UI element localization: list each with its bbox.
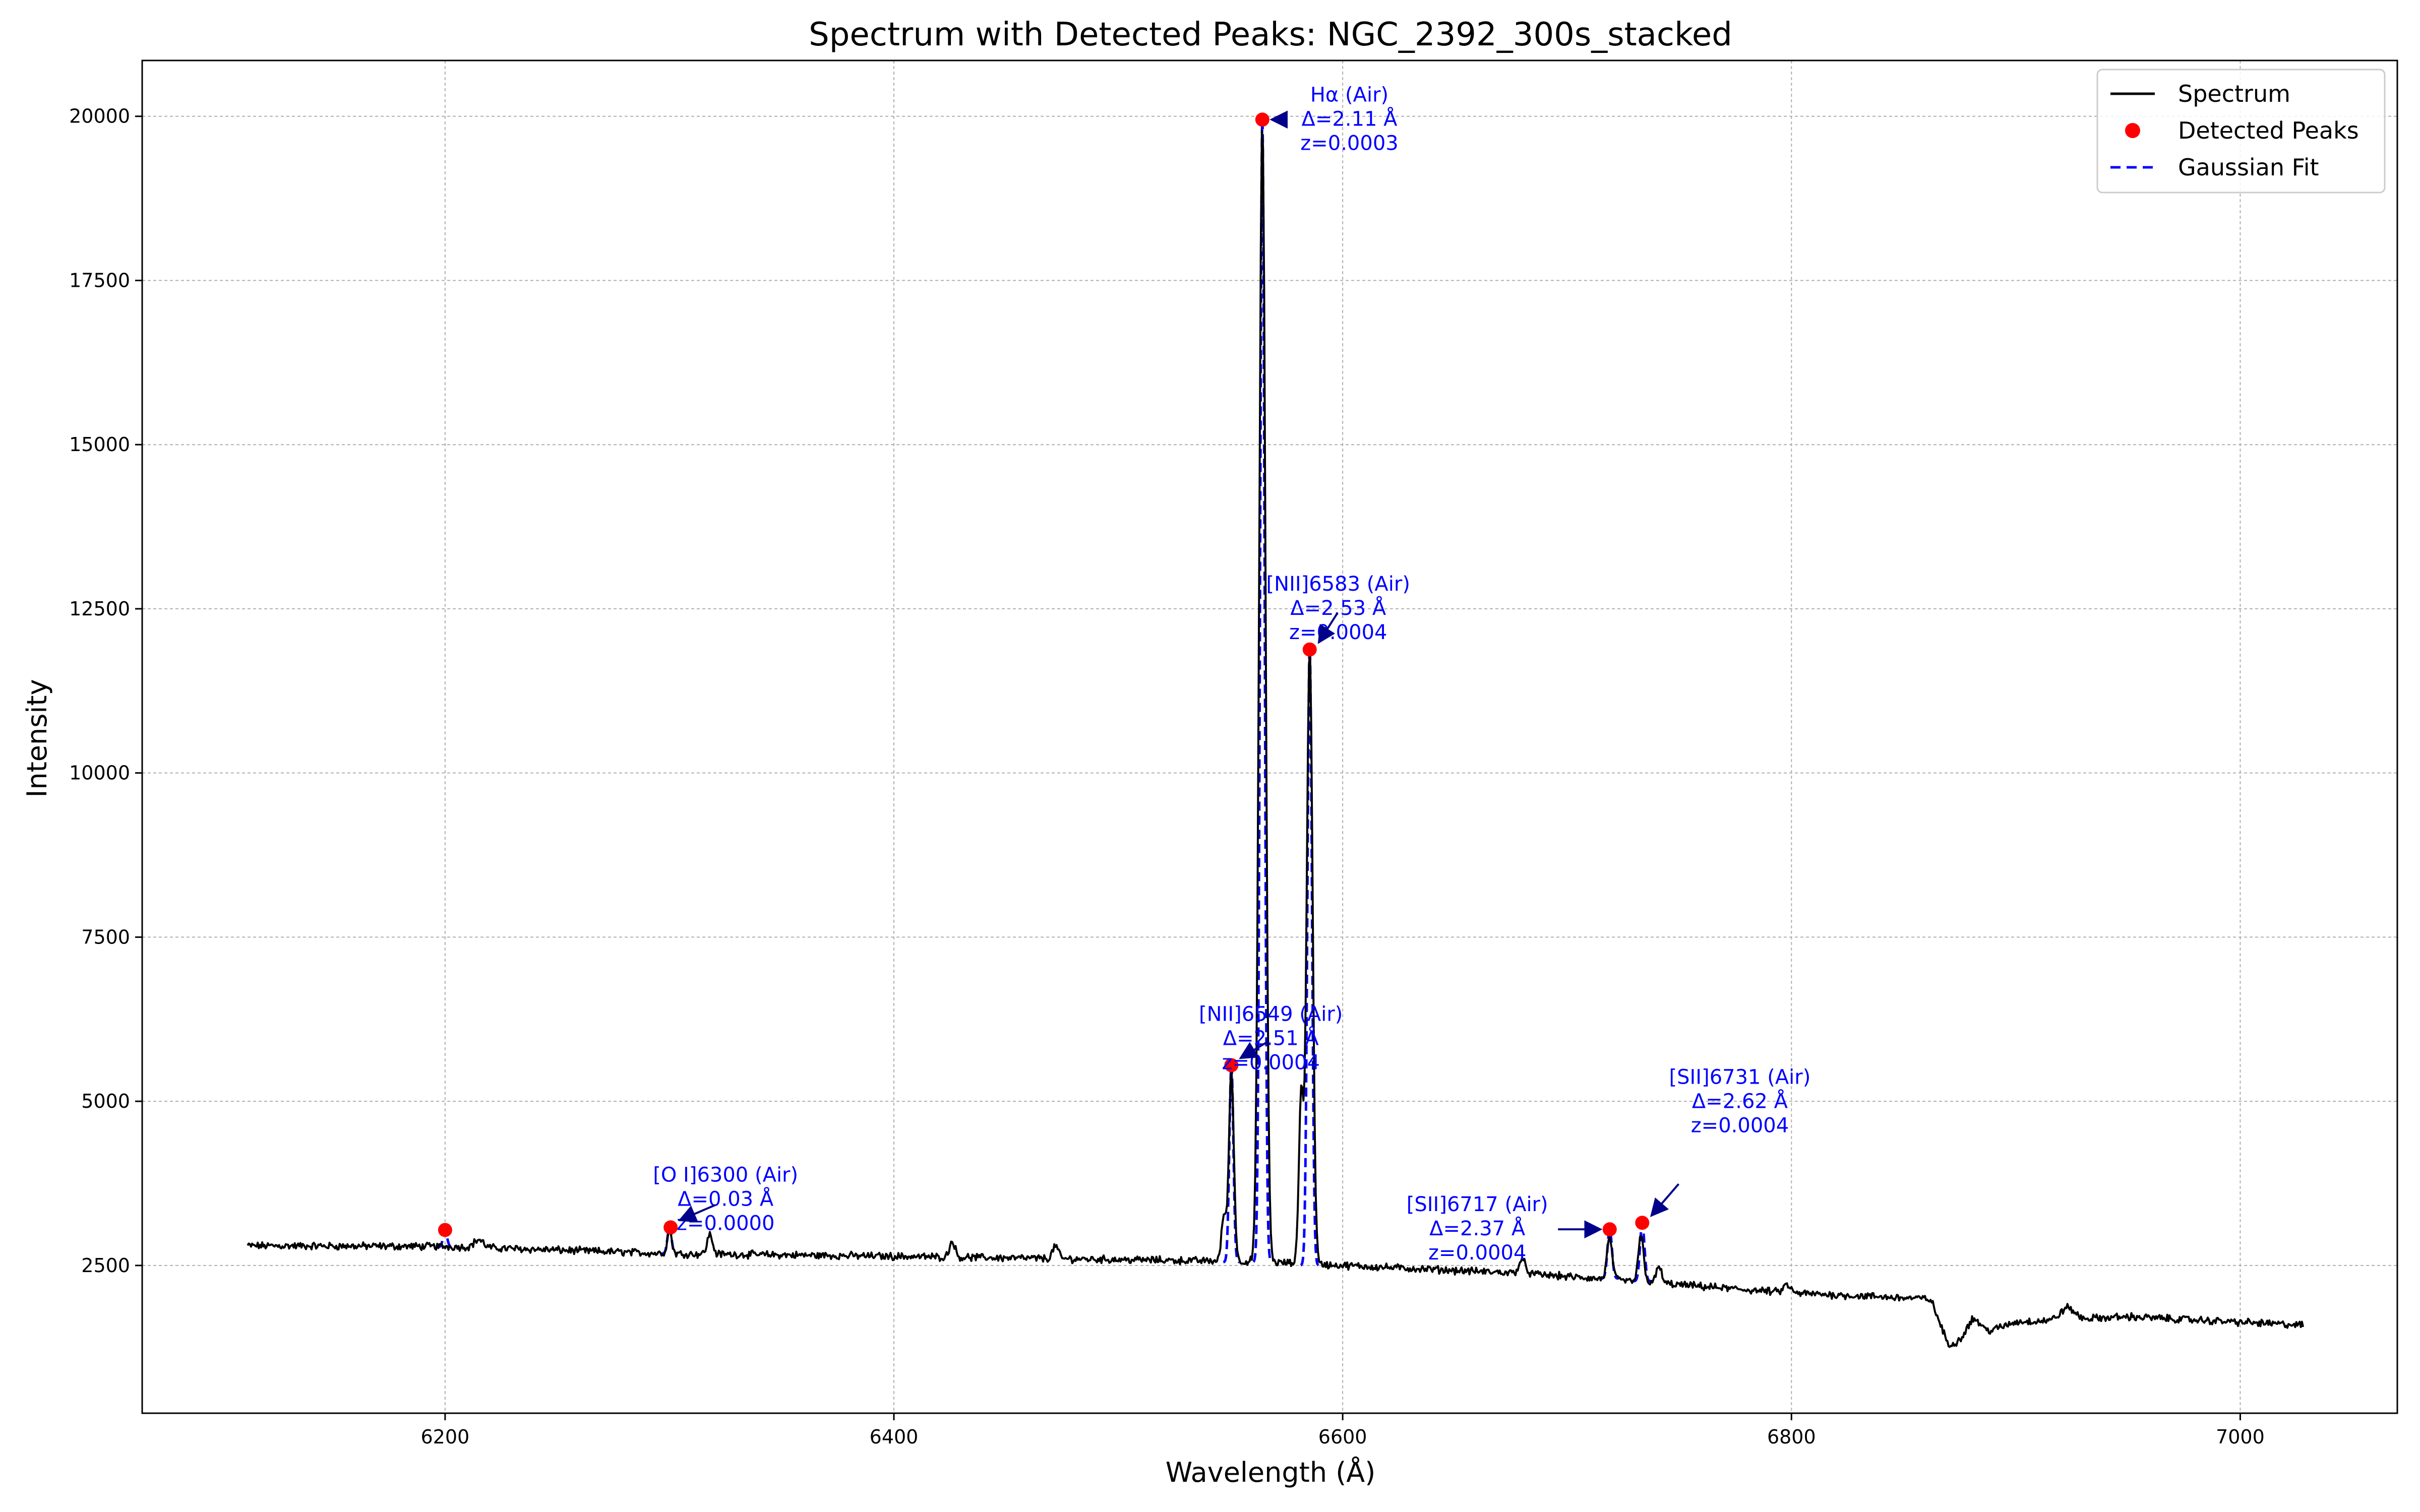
annotation-text: Δ=2.62 Å xyxy=(1692,1089,1788,1113)
detected-peak-marker xyxy=(1635,1216,1650,1230)
legend-swatch-peaks xyxy=(2125,123,2140,138)
y-tick-label: 15000 xyxy=(69,433,130,456)
annotation-text: z=0.0004 xyxy=(1691,1114,1789,1137)
annotation-arrow xyxy=(1650,1183,1680,1217)
x-tick-label: 6600 xyxy=(1318,1426,1367,1448)
y-axis-ticks: 2500 5000 7500 10000 12500 15000 17500 20000 xyxy=(69,105,142,1277)
legend-label-peaks: Detected Peaks xyxy=(2178,117,2359,144)
detected-peaks-series xyxy=(438,112,1650,1237)
x-axis-ticks: 6200 6400 6600 6800 7000 xyxy=(420,1413,2265,1448)
annotation-text: z=0.0004 xyxy=(1222,1051,1319,1074)
peak-annotations: Hα (Air)Δ=2.11 Åz=0.0003[NII]6583 (Air)Δ… xyxy=(653,83,1810,1265)
y-tick-label: 17500 xyxy=(69,269,130,291)
x-tick-label: 7000 xyxy=(2216,1426,2265,1448)
legend-label-fit: Gaussian Fit xyxy=(2178,154,2319,181)
y-tick-label: 7500 xyxy=(81,926,130,948)
annotation-text: [SII]6731 (Air) xyxy=(1669,1065,1811,1089)
annotation-text: Δ=2.51 Å xyxy=(1223,1026,1319,1050)
y-tick-label: 5000 xyxy=(81,1090,130,1112)
annotation-text: Δ=2.53 Å xyxy=(1290,596,1386,620)
x-axis-title: Wavelength (Å) xyxy=(1166,1456,1376,1488)
y-tick-label: 2500 xyxy=(81,1254,130,1277)
x-tick-label: 6200 xyxy=(420,1426,469,1448)
annotation-text: z=0.0003 xyxy=(1300,132,1398,155)
detected-peak-marker xyxy=(438,1223,452,1237)
detected-peak-marker xyxy=(1224,1058,1239,1073)
annotation-arrow xyxy=(1239,1040,1269,1059)
detected-peak-marker xyxy=(1602,1222,1617,1237)
gaussian-fit-line xyxy=(1300,648,1319,1267)
gaussian-fit-series xyxy=(437,119,1652,1283)
annotation-text: Hα (Air) xyxy=(1310,83,1388,106)
x-tick-label: 6400 xyxy=(870,1426,919,1448)
legend-box xyxy=(2096,69,2386,194)
legend: Spectrum Detected Peaks Gaussian Fit xyxy=(2096,69,2386,194)
annotation-text: Δ=2.11 Å xyxy=(1301,106,1398,131)
annotation-text: Δ=0.03 Å xyxy=(678,1187,774,1211)
legend-label-spectrum: Spectrum xyxy=(2178,80,2290,107)
annotation-text: Δ=2.37 Å xyxy=(1429,1216,1526,1240)
y-tick-label: 20000 xyxy=(69,105,130,128)
annotation-arrow xyxy=(1317,612,1339,644)
annotation-text: [O I]6300 (Air) xyxy=(653,1164,798,1187)
detected-peak-marker xyxy=(663,1220,678,1235)
annotation-arrow xyxy=(678,1204,716,1223)
annotation-text: [NII]6583 (Air) xyxy=(1266,573,1410,596)
annotation-text: [NII]6549 (Air) xyxy=(1199,1002,1343,1026)
spectrum-line xyxy=(247,130,2305,1348)
annotation-text: z=0.0004 xyxy=(1428,1241,1526,1265)
detected-peak-marker xyxy=(1255,112,1269,127)
spectrum-series xyxy=(247,130,2305,1348)
annotation-text: z=0.0004 xyxy=(1289,621,1387,644)
y-tick-label: 12500 xyxy=(69,598,130,620)
y-axis-title: Intensity xyxy=(21,679,53,797)
plot-frame xyxy=(141,59,2398,1414)
x-tick-label: 6800 xyxy=(1767,1426,1816,1448)
detected-peak-marker xyxy=(1302,642,1317,657)
annotation-text: [SII]6717 (Air) xyxy=(1407,1193,1548,1216)
chart-title: Spectrum with Detected Peaks: NGC_2392_3… xyxy=(809,16,1732,53)
y-tick-label: 10000 xyxy=(69,762,130,784)
